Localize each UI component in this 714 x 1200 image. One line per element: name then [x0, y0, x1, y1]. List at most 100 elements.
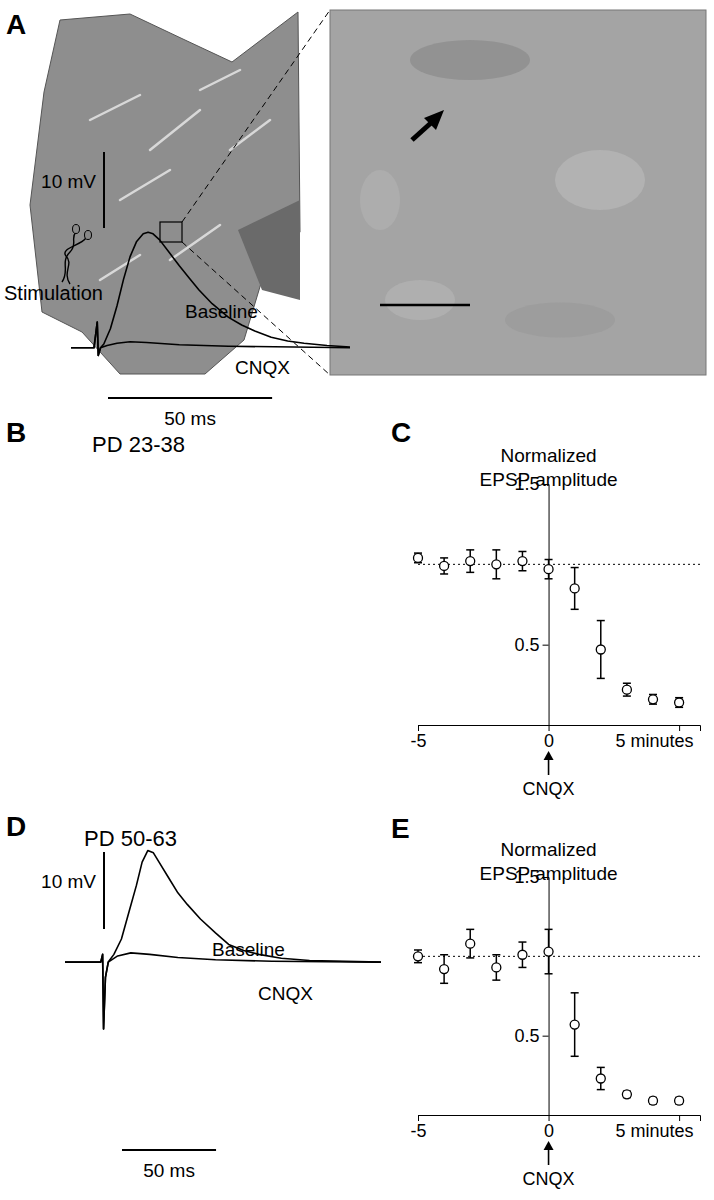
- error-bar: [414, 553, 422, 563]
- error-bar-cap: [518, 967, 526, 969]
- data-point: [414, 553, 423, 562]
- panel-letter: C: [391, 417, 411, 448]
- error-bar: [492, 550, 500, 579]
- data-point: [622, 685, 631, 694]
- y-tick: 0.5: [515, 1026, 549, 1046]
- y-tick: 1.5: [515, 474, 549, 494]
- data-point: [675, 698, 684, 707]
- scale-bar-horizontal: [108, 397, 272, 399]
- y-tick-label: 1.5: [515, 867, 540, 887]
- chart-title: PD 50-63: [84, 826, 177, 851]
- scale-bar-label: 10 mV: [41, 171, 96, 192]
- error-bar-cap: [518, 570, 526, 572]
- trace-label: Baseline: [185, 301, 258, 322]
- error-bar-cap: [492, 549, 500, 551]
- data-point: [596, 1074, 605, 1083]
- error-bar: [597, 1067, 605, 1089]
- figure: AStimulationBPD 23-38BaselineCNQX10 mV50…: [0, 0, 714, 1200]
- error-bar-cap: [466, 572, 474, 574]
- x-tick-label: -5: [410, 1121, 426, 1141]
- error-bar-cap: [492, 954, 500, 956]
- zoom-box: [160, 222, 182, 242]
- y-tick: 0.5: [515, 635, 549, 655]
- x-tick: 0: [544, 725, 554, 751]
- axis-line: [543, 485, 550, 726]
- slice-section: [30, 12, 300, 374]
- panel-letter: A: [6, 9, 26, 40]
- reference-line: [418, 956, 700, 957]
- data-point: [544, 947, 553, 956]
- trace-line: [71, 322, 350, 355]
- error-bar-cap: [571, 609, 579, 611]
- fiber-streak: [120, 170, 170, 200]
- data-point: [492, 560, 501, 569]
- data-point: [518, 557, 527, 566]
- tissue-texture: [555, 150, 645, 210]
- error-bar-cap: [440, 954, 448, 956]
- error-bar-cap: [571, 567, 579, 569]
- x-tick-label: -5: [410, 731, 426, 751]
- zoom-line: [182, 242, 330, 375]
- fiber-streak: [200, 70, 240, 90]
- tissue-texture: [505, 303, 615, 338]
- error-bar: [597, 621, 605, 679]
- x-tick: 5 minutes: [616, 1115, 694, 1141]
- error-bar: [571, 993, 579, 1056]
- error-bar: [545, 929, 553, 973]
- scale-bar-vertical: [103, 852, 105, 929]
- error-bar-cap: [623, 682, 631, 684]
- scale-bar-label: 50 ms: [143, 1160, 195, 1181]
- error-bar: [466, 550, 474, 572]
- error-bar-cap: [623, 695, 631, 697]
- y-tick-mark: [543, 484, 549, 485]
- plot-area: [65, 851, 381, 1029]
- data-point: [649, 1096, 658, 1105]
- data-point: [570, 584, 579, 593]
- x-tick: 0: [544, 1115, 554, 1141]
- error-bar-cap: [518, 551, 526, 553]
- chart-title: PD 23-38: [92, 432, 185, 457]
- plot-area: [414, 550, 701, 707]
- x-tick-label: 0: [544, 731, 554, 751]
- error-bar-cap: [414, 949, 422, 951]
- x-axis: -5 0 5 minutes: [410, 725, 700, 751]
- y-tick: 1.5: [515, 867, 549, 887]
- error-bar-cap: [597, 678, 605, 680]
- x-tick: 5 minutes: [616, 725, 694, 751]
- axis-line: [543, 878, 550, 1116]
- zoom-line: [182, 10, 330, 222]
- error-bar: [623, 683, 631, 696]
- x-tick: -5: [410, 1115, 426, 1141]
- x-tick-label: 5 minutes: [616, 1121, 694, 1141]
- y-tick-mark: [543, 645, 549, 646]
- error-bar-cap: [414, 962, 422, 964]
- drug-label: CNQX: [523, 1169, 575, 1189]
- data-point: [596, 645, 605, 654]
- data-point: [622, 1090, 631, 1099]
- trace-line: [65, 953, 381, 1029]
- plot-area: [414, 929, 701, 1105]
- x-tick: -5: [410, 725, 426, 751]
- scale-bar-vertical: [103, 152, 105, 228]
- electrode-wire: [65, 238, 86, 284]
- error-bar-cap: [571, 992, 579, 994]
- trace-label: CNQX: [258, 983, 313, 1004]
- error-bar: [466, 929, 474, 958]
- scale-bar-label: 50 ms: [164, 408, 216, 429]
- data-point: [440, 561, 449, 570]
- reference-line: [418, 564, 700, 565]
- data-point: [675, 1096, 684, 1105]
- plot-area: [71, 232, 350, 355]
- error-bar-cap: [492, 979, 500, 981]
- panel-letter: D: [6, 811, 26, 842]
- fiber-tract: [238, 200, 300, 300]
- electrode-tip: [85, 231, 92, 240]
- error-bar-cap: [597, 1089, 605, 1091]
- error-bar: [545, 560, 553, 579]
- error-bar-cap: [466, 957, 474, 959]
- scale-bar-horizontal: [122, 1149, 216, 1151]
- data-point: [466, 557, 475, 566]
- fiber-streak: [100, 255, 140, 280]
- histology-image: [30, 10, 706, 375]
- error-bar: [440, 558, 448, 574]
